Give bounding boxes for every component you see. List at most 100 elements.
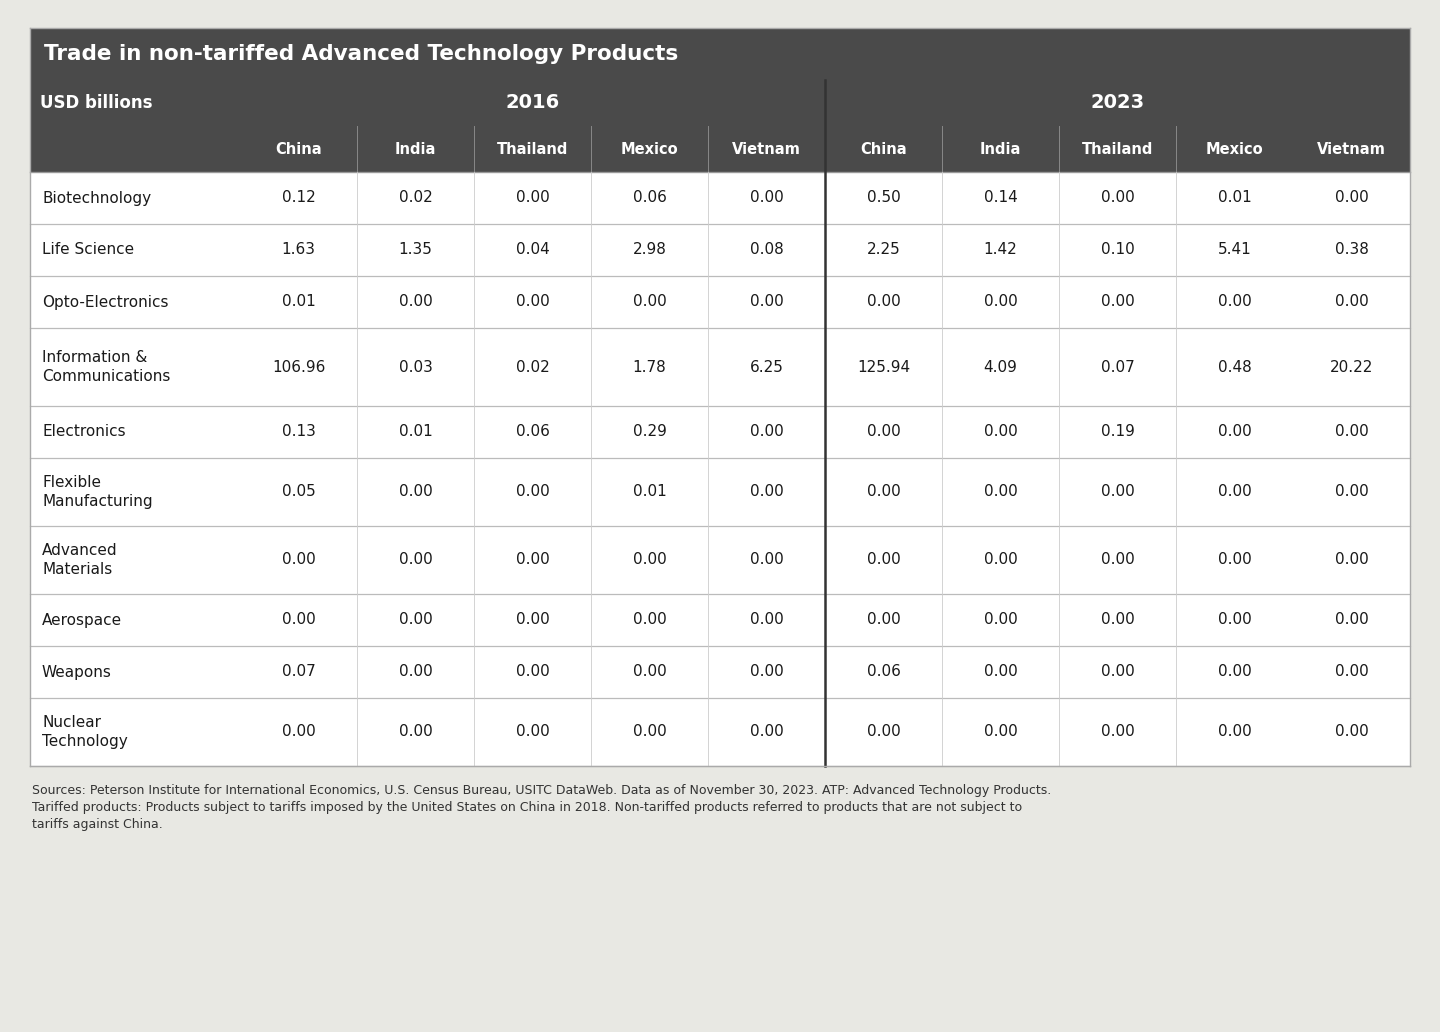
Text: Opto-Electronics: Opto-Electronics: [42, 294, 168, 310]
Text: 0.50: 0.50: [867, 191, 900, 205]
Text: 106.96: 106.96: [272, 359, 325, 375]
Text: 0.00: 0.00: [516, 665, 550, 679]
Text: 0.00: 0.00: [1218, 613, 1251, 627]
Text: Thailand: Thailand: [1081, 141, 1153, 157]
Text: 0.00: 0.00: [1335, 613, 1368, 627]
Text: Mexico: Mexico: [621, 141, 678, 157]
Text: 0.00: 0.00: [399, 665, 432, 679]
Text: 0.07: 0.07: [282, 665, 315, 679]
Text: Electronics: Electronics: [42, 424, 125, 440]
Text: 125.94: 125.94: [857, 359, 910, 375]
Text: Vietnam: Vietnam: [732, 141, 801, 157]
Text: 0.05: 0.05: [282, 484, 315, 499]
Text: 0.14: 0.14: [984, 191, 1018, 205]
Text: India: India: [979, 141, 1021, 157]
Text: 0.00: 0.00: [750, 484, 783, 499]
Text: 0.00: 0.00: [1335, 665, 1368, 679]
Text: 0.00: 0.00: [1218, 552, 1251, 568]
Text: 0.00: 0.00: [984, 665, 1018, 679]
Text: 2.25: 2.25: [867, 243, 900, 258]
Text: 0.00: 0.00: [1100, 552, 1135, 568]
Text: 0.00: 0.00: [984, 724, 1018, 740]
Text: 0.00: 0.00: [750, 552, 783, 568]
Text: 0.00: 0.00: [1335, 191, 1368, 205]
Text: 0.01: 0.01: [399, 424, 432, 440]
Bar: [30, 172, 1410, 766]
Text: 0.10: 0.10: [1100, 243, 1135, 258]
Text: 0.19: 0.19: [1100, 424, 1135, 440]
Bar: [30, 28, 1410, 80]
Text: 0.00: 0.00: [867, 424, 900, 440]
Text: Nuclear
Technology: Nuclear Technology: [42, 715, 128, 749]
Text: 0.00: 0.00: [1100, 484, 1135, 499]
Text: 0.00: 0.00: [1100, 665, 1135, 679]
Text: 0.00: 0.00: [867, 294, 900, 310]
Text: 0.06: 0.06: [632, 191, 667, 205]
Text: India: India: [395, 141, 436, 157]
Text: 0.00: 0.00: [1335, 724, 1368, 740]
Text: Flexible
Manufacturing: Flexible Manufacturing: [42, 475, 153, 509]
Text: 0.00: 0.00: [516, 724, 550, 740]
Text: 6.25: 6.25: [750, 359, 783, 375]
Text: 0.00: 0.00: [1335, 552, 1368, 568]
Text: Weapons: Weapons: [42, 665, 112, 679]
Text: tariffs against China.: tariffs against China.: [32, 818, 163, 831]
Text: 0.06: 0.06: [516, 424, 550, 440]
Text: 0.06: 0.06: [867, 665, 900, 679]
Text: 0.00: 0.00: [1100, 613, 1135, 627]
Text: 4.09: 4.09: [984, 359, 1018, 375]
Text: 0.00: 0.00: [1100, 294, 1135, 310]
Text: 0.00: 0.00: [750, 613, 783, 627]
Text: 0.00: 0.00: [516, 613, 550, 627]
Text: 0.00: 0.00: [399, 724, 432, 740]
Text: 0.00: 0.00: [399, 552, 432, 568]
Text: USD billions: USD billions: [40, 94, 153, 112]
Text: 0.00: 0.00: [399, 294, 432, 310]
Text: 0.00: 0.00: [984, 552, 1018, 568]
Text: China: China: [860, 141, 907, 157]
Text: 1.42: 1.42: [984, 243, 1018, 258]
Text: 0.00: 0.00: [632, 665, 667, 679]
Text: Trade in non-tariffed Advanced Technology Products: Trade in non-tariffed Advanced Technolog…: [45, 44, 678, 64]
Text: Biotechnology: Biotechnology: [42, 191, 151, 205]
Text: 0.00: 0.00: [1335, 424, 1368, 440]
Text: 0.00: 0.00: [1218, 294, 1251, 310]
Text: Vietnam: Vietnam: [1318, 141, 1385, 157]
Text: 0.02: 0.02: [399, 191, 432, 205]
Text: 1.63: 1.63: [281, 243, 315, 258]
Text: 0.00: 0.00: [984, 484, 1018, 499]
Text: 0.00: 0.00: [632, 613, 667, 627]
Text: 0.00: 0.00: [1335, 294, 1368, 310]
Text: 0.00: 0.00: [750, 724, 783, 740]
Text: 0.00: 0.00: [867, 724, 900, 740]
Text: 2.98: 2.98: [632, 243, 667, 258]
Text: 0.07: 0.07: [1100, 359, 1135, 375]
Text: 0.00: 0.00: [750, 424, 783, 440]
Text: 0.00: 0.00: [984, 613, 1018, 627]
Text: 0.00: 0.00: [984, 424, 1018, 440]
Text: Life Science: Life Science: [42, 243, 134, 258]
Text: 0.00: 0.00: [867, 484, 900, 499]
Text: 0.00: 0.00: [516, 294, 550, 310]
Text: 0.03: 0.03: [399, 359, 432, 375]
Text: Sources: Peterson Institute for International Economics, U.S. Census Bureau, USI: Sources: Peterson Institute for Internat…: [32, 784, 1051, 797]
Text: 0.00: 0.00: [750, 294, 783, 310]
Text: 0.00: 0.00: [867, 552, 900, 568]
Text: 0.00: 0.00: [1100, 724, 1135, 740]
Text: 0.12: 0.12: [282, 191, 315, 205]
Text: 0.00: 0.00: [867, 613, 900, 627]
Text: 1.78: 1.78: [632, 359, 667, 375]
Text: 0.29: 0.29: [632, 424, 667, 440]
Text: 1.35: 1.35: [399, 243, 432, 258]
Text: 0.00: 0.00: [984, 294, 1018, 310]
Text: 0.00: 0.00: [516, 484, 550, 499]
Text: 0.00: 0.00: [1218, 724, 1251, 740]
Text: Thailand: Thailand: [497, 141, 569, 157]
Text: 0.00: 0.00: [399, 613, 432, 627]
Text: China: China: [275, 141, 321, 157]
Text: 5.41: 5.41: [1218, 243, 1251, 258]
Text: Tariffed products: Products subject to tariffs imposed by the United States on C: Tariffed products: Products subject to t…: [32, 801, 1022, 814]
Text: 2016: 2016: [505, 94, 560, 112]
Text: 0.00: 0.00: [1218, 484, 1251, 499]
Text: 0.00: 0.00: [282, 552, 315, 568]
